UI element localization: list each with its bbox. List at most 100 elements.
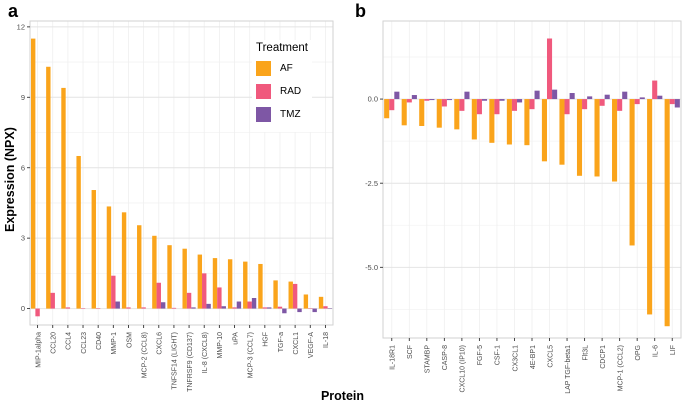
y-axis-labels: 0 3 6 9 12	[17, 22, 30, 313]
bar-rad-mip-1alpha	[35, 308, 40, 317]
bar-af-lif	[664, 99, 670, 327]
x-tick-label-lap-tgf-beta1: LAP TGF-beta1	[565, 345, 572, 394]
x-tick-label-csf-1: CSF-1	[495, 345, 502, 365]
bar-af-mip-1alpha	[30, 38, 36, 309]
bar-af-mmp-1	[106, 206, 112, 309]
bar-rad-lif	[669, 99, 675, 105]
x-tick-label-fgf-5: FGF-5	[477, 345, 484, 365]
x-tick-label-casp-8: CASP-8	[442, 345, 449, 370]
bar-tmz-csf-1	[499, 99, 505, 101]
x-tick-label-il-18r1: IL-18R1	[390, 345, 397, 370]
x-tick-label-4e-bp1: 4E-BP1	[530, 345, 537, 369]
bar-tmz-mcp-1-ccl2	[622, 91, 628, 100]
series-rad	[389, 38, 675, 115]
bar-tmz-il-8-cxcl8	[206, 303, 211, 309]
bar-tmz-cxcl1	[297, 308, 302, 313]
x-tick-label-cxcl5: CXCL5	[547, 345, 554, 368]
bar-af-4e-bp1	[524, 99, 530, 146]
bar-af-mcp-1-ccl2	[612, 99, 618, 182]
bar-rad-lap-tgf-beta1	[564, 99, 570, 115]
bar-tmz-stambp	[429, 99, 435, 101]
bar-tmz-upa	[236, 301, 242, 309]
bar-tmz-il-18r1	[394, 91, 400, 100]
x-tick-label-ccl20: CCL20	[51, 332, 58, 354]
x-tick-label-cdcp1: CDCP1	[600, 345, 607, 369]
legend-label-tmz: TMZ	[280, 109, 301, 120]
panel-b-chart: 0.0 -2.5 -5.0 IL-18R1 SCF STAMBP CASP-8 CXCL10 …	[365, 20, 682, 394]
bar-af-cxcl5	[541, 99, 547, 162]
bar-tmz-mcp-3-ccl7	[251, 298, 257, 309]
y-tick-label: 6	[21, 163, 25, 172]
bar-rad-cxcl5	[546, 38, 553, 100]
bar-rad-il-18r1	[389, 99, 395, 111]
x-tick-label-cx3cl1: CX3CL1	[512, 345, 519, 372]
bar-rad-mcp-2-ccl8	[141, 307, 146, 309]
bar-rad-4e-bp1	[529, 99, 535, 110]
x-tick-label-stambp: STAMBP	[425, 345, 432, 374]
bar-rad-stambp	[424, 99, 430, 101]
x-tick-label-mcp-3-ccl7: MCP-3 (CCL7)	[247, 332, 254, 378]
af-color-swatch-icon	[256, 61, 271, 76]
x-tick-label-flt3l: Flt3L	[582, 345, 589, 361]
bar-tmz-vegf-a	[312, 308, 317, 313]
series-tmz	[394, 89, 680, 108]
bar-rad-tnfrsf9-cd137	[186, 292, 192, 309]
bar-tmz-mmp-10	[221, 306, 226, 309]
bar-tmz-casp-8	[446, 99, 452, 101]
x-axis-labels: MIP-1alpha CCL20 CCL4 CCL23 CD40 MMP-1 OSM MCP-…	[35, 325, 330, 392]
bar-rad-tnfsf14-light	[171, 307, 177, 309]
bar-rad-opg	[634, 99, 640, 105]
y-tick-label: 9	[21, 93, 25, 102]
x-tick-label-lif: LIF	[670, 345, 677, 355]
bar-af-tnfrsf9-cd137	[182, 248, 187, 309]
bar-tmz-tnfrsf9-cd137	[191, 307, 196, 309]
bar-af-cxcl1	[288, 281, 293, 309]
bar-tmz-tgf-a	[282, 308, 287, 314]
y-tick-label: 0.0	[368, 95, 378, 104]
bar-rad-ccl4	[65, 307, 71, 309]
legend-item-af: AF	[256, 61, 308, 76]
bar-rad-cx3cl1	[511, 99, 518, 111]
x-tick-label-cxcl1: CXCL1	[293, 332, 300, 355]
bar-rad-hgf	[262, 307, 268, 309]
y-tick-label: 0	[21, 304, 25, 313]
x-tick-label-hgf: HGF	[263, 332, 270, 347]
bar-af-casp-8	[436, 99, 442, 128]
bar-tmz-lif	[674, 99, 680, 108]
bar-rad-flt3l	[582, 99, 588, 110]
x-tick-label-scf: SCF	[407, 345, 414, 359]
panel-border	[29, 20, 334, 326]
bar-af-il-8-cxcl8	[197, 254, 203, 309]
x-tick-label-opg: OPG	[635, 345, 642, 361]
bar-af-opg	[629, 99, 635, 246]
bar-tmz-cx3cl1	[517, 99, 523, 103]
series-tmz	[115, 298, 333, 314]
y-tick-label: -2.5	[365, 179, 378, 188]
gridlines	[383, 21, 681, 338]
bar-rad-ccl20	[50, 292, 55, 309]
bar-af-cxcl6	[152, 235, 157, 309]
bar-tmz-cxcl10-ip10	[464, 91, 470, 100]
bar-af-il-6	[647, 99, 653, 315]
x-tick-label-cd40: CD40	[96, 332, 103, 350]
x-tick-label-mip-1alpha: MIP-1alpha	[35, 332, 42, 368]
bar-rad-cxcl10-ip10	[459, 99, 465, 111]
series-rad	[35, 273, 328, 317]
bar-af-upa	[227, 259, 233, 309]
bar-rad-mmp-10	[217, 287, 222, 309]
bar-af-fgf-5	[471, 99, 477, 140]
panel-a-letter: a	[8, 1, 19, 21]
y-axis-labels: 0.0 -2.5 -5.0	[365, 95, 383, 272]
x-tick-label-il-6: IL-6	[653, 345, 660, 357]
bar-af-mcp-3-ccl7	[243, 261, 248, 309]
bar-rad-il-8-cxcl8	[202, 273, 207, 309]
bar-tmz-hgf	[267, 307, 272, 309]
bar-rad-osm	[126, 307, 131, 309]
bar-af-ccl4	[61, 87, 66, 309]
bar-tmz-mmp-1	[115, 301, 120, 309]
bar-rad-casp-8	[441, 99, 447, 107]
y-tick-label: 3	[21, 234, 25, 243]
x-tick-label-ccl4: CCL4	[66, 332, 73, 350]
x-tick-label-tnfsf14-light: TNFSF14 (LIGHT)	[172, 332, 179, 390]
